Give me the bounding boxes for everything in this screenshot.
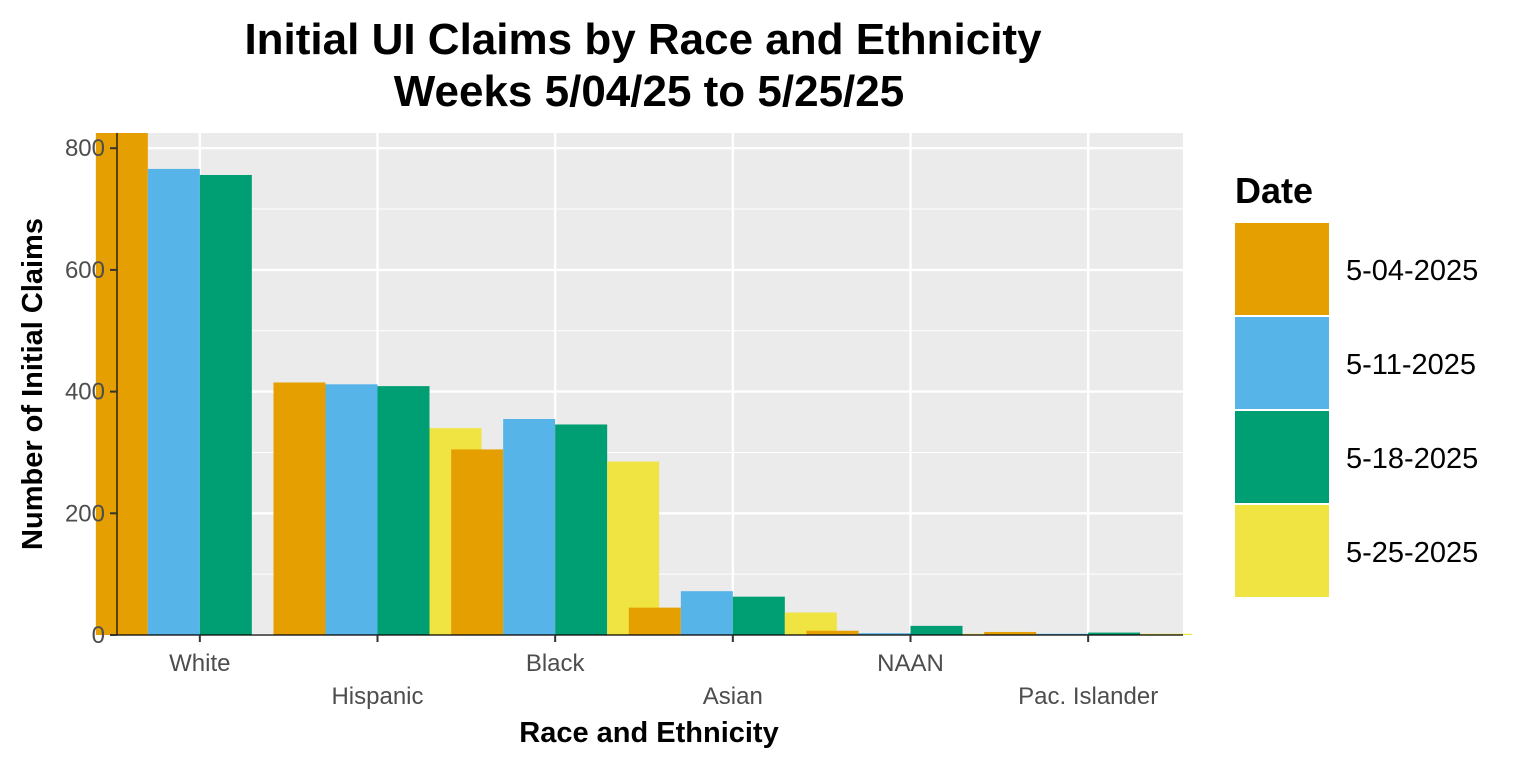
legend-title: Date [1235, 170, 1313, 211]
legend-swatch [1235, 317, 1329, 409]
legend-label: 5-18-2025 [1346, 443, 1478, 475]
bar [910, 625, 963, 635]
legend-swatch [1235, 411, 1329, 503]
chart-subtitle: Weeks 5/04/25 to 5/25/25 [394, 67, 904, 116]
x-tick-labels: White Hispanic Black Asian NAAN Pac. Islander [169, 650, 1158, 710]
x-tick-label: Asian [703, 683, 763, 710]
bar [1088, 632, 1141, 635]
bars [95, 133, 1193, 635]
legend-swatch [1235, 223, 1329, 315]
bar [273, 382, 326, 635]
bar [325, 384, 378, 635]
legend-label: 5-25-2025 [1346, 537, 1478, 569]
bar [628, 607, 681, 635]
bar [732, 596, 785, 635]
bar [451, 449, 504, 635]
legend: Date 5-04-2025 5-11-2025 5-18-2025 5-25-202… [1235, 170, 1478, 597]
bar [377, 386, 430, 635]
bar [1140, 633, 1193, 635]
bar [607, 461, 660, 635]
bar [784, 612, 837, 635]
y-tick-labels: 0 200 400 600 800 [65, 135, 105, 649]
y-tick-label: 400 [65, 379, 105, 406]
bar [555, 424, 608, 635]
bar [95, 133, 148, 635]
axes [110, 133, 1183, 642]
x-axis-title: Race and Ethnicity [519, 717, 778, 749]
bar [984, 631, 1037, 635]
x-tick-label: Hispanic [331, 683, 423, 710]
y-tick-label: 800 [65, 135, 105, 162]
x-tick-label: Black [526, 650, 586, 677]
bar [503, 418, 556, 635]
x-tick-label: NAAN [877, 650, 944, 677]
bar [147, 168, 200, 635]
legend-label: 5-04-2025 [1346, 255, 1478, 287]
bar [1036, 633, 1089, 635]
y-tick-label: 200 [65, 500, 105, 527]
legend-swatch [1235, 505, 1329, 597]
bar [806, 630, 859, 635]
y-tick-label: 600 [65, 257, 105, 284]
bar [680, 591, 733, 635]
legend-label: 5-11-2025 [1346, 349, 1476, 381]
x-tick-label: Pac. Islander [1018, 683, 1158, 710]
bar [858, 633, 911, 635]
y-axis-title: Number of Initial Claims [17, 218, 49, 550]
chart-title: Initial UI Claims by Race and Ethnicity [244, 15, 1042, 64]
bar [199, 174, 252, 635]
x-tick-label: White [169, 650, 230, 677]
y-tick-label: 0 [92, 622, 105, 649]
legend-items: 5-04-2025 5-11-2025 5-18-2025 5-25-2025 [1235, 223, 1478, 597]
